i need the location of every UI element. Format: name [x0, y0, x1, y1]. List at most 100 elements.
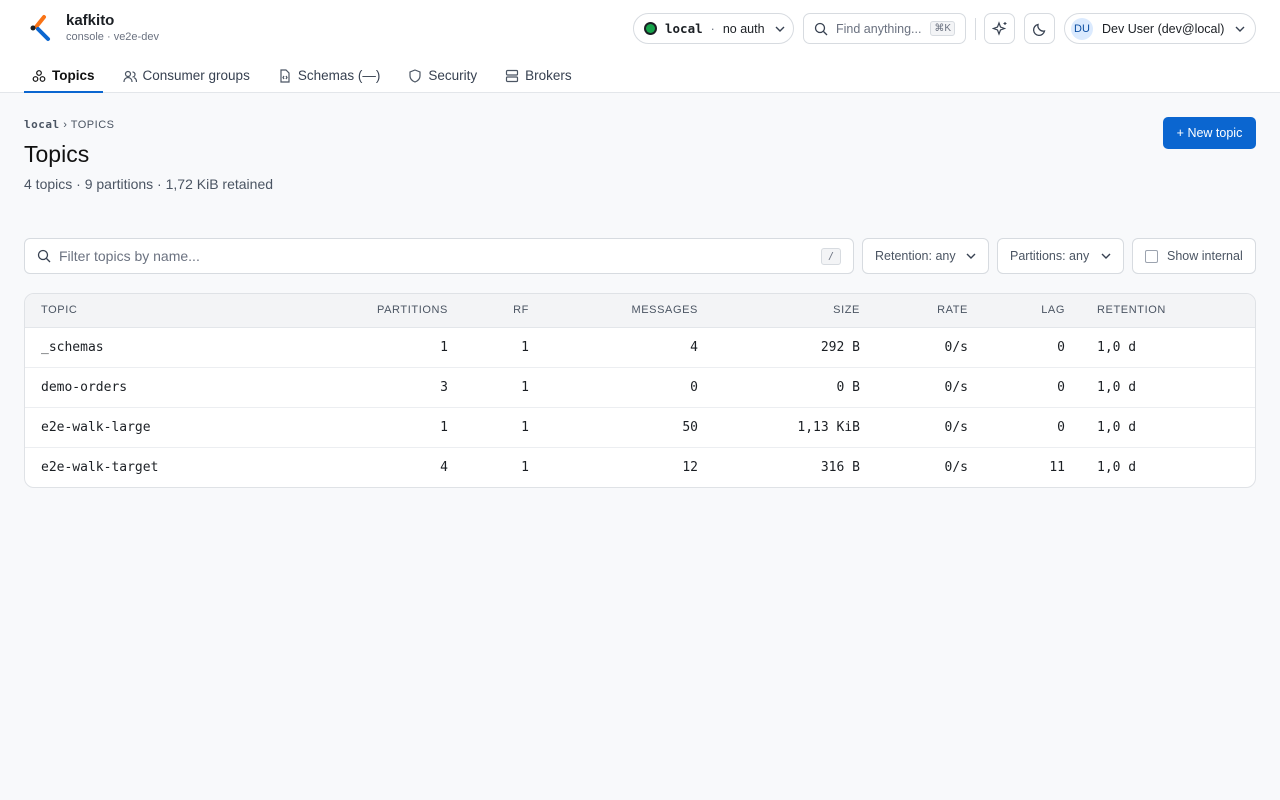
- user-menu[interactable]: DU Dev User (dev@local): [1064, 13, 1256, 44]
- cell: 0/s: [876, 446, 984, 487]
- topic-filter[interactable]: Filter topics by name... /: [24, 238, 854, 274]
- tab-icon: [506, 69, 519, 82]
- partitions-label: Partitions: any: [1010, 249, 1090, 263]
- search-icon: [814, 22, 828, 35]
- column-header: TOPIC: [25, 294, 301, 328]
- page-summary: 4 topics · 9 partitions · 1,72 KiB retai…: [24, 176, 274, 192]
- retention-label: Retention: any: [875, 249, 956, 263]
- cell: e2e-walk-target: [25, 446, 301, 487]
- cell: 1,0 d: [1097, 339, 1137, 355]
- page-title: Topics: [24, 141, 90, 167]
- tab-label: Topics: [52, 68, 95, 83]
- breadcrumb-cluster[interactable]: local: [24, 118, 60, 131]
- cell: 292 B: [820, 339, 860, 355]
- cell: 1: [301, 406, 464, 447]
- cell: 1,0 d: [1081, 446, 1255, 487]
- separator: ·: [710, 21, 715, 36]
- cell: 1,0 d: [1081, 406, 1255, 447]
- sparkle-icon: [991, 20, 1006, 36]
- tab-label: Brokers: [525, 68, 572, 83]
- brand-subtitle: console · ve2e-dev: [66, 31, 159, 43]
- partitions-filter[interactable]: Partitions: any: [997, 238, 1124, 274]
- column-header: RETENTION: [1081, 294, 1255, 328]
- retention-filter[interactable]: Retention: any: [862, 238, 989, 274]
- tab-label: Security: [428, 68, 478, 83]
- theme-toggle[interactable]: [1024, 13, 1055, 44]
- cluster-selector[interactable]: local · no auth: [633, 13, 794, 44]
- cell: 1: [464, 446, 545, 487]
- topic-row[interactable]: _schemas 1 1 4 292 B 0/s 0 1,0 d: [25, 327, 1255, 367]
- column-header: RATE: [876, 294, 984, 328]
- chevron: [1101, 253, 1111, 259]
- filter-shortcut: /: [820, 247, 841, 265]
- column-header: PARTITIONS: [301, 294, 464, 328]
- topic-row[interactable]: e2e-walk-large 1 1 50 1,13 KiB 0/s 0 1,0 d: [25, 406, 1255, 447]
- nav-tab[interactable]: Topics: [24, 60, 103, 93]
- cell: 0/s: [876, 406, 984, 447]
- cell: 4: [301, 446, 464, 487]
- nav-tab[interactable]: Schemas (—): [270, 60, 389, 93]
- user-name: Dev User (dev@local): [1102, 21, 1225, 36]
- cell: 0/s: [944, 339, 968, 355]
- cell: 1,0 d: [1081, 366, 1255, 407]
- cell: 11: [984, 446, 1081, 487]
- column-header: LAG: [984, 294, 1081, 328]
- cluster-name: local: [665, 21, 703, 36]
- assistant-button[interactable]: [984, 13, 1015, 44]
- table: TOPIC PARTITIONS RF MESSAGES SIZE RATE LAG RETE…: [25, 294, 1255, 487]
- chevron: [1235, 26, 1245, 32]
- checkbox[interactable]: [1145, 249, 1158, 263]
- cell: 4: [690, 339, 698, 355]
- cell: 3: [301, 366, 464, 407]
- main-nav: Topics Consumer groups Schemas (—) Security…: [24, 60, 592, 93]
- cell: e2e-walk-large: [25, 406, 301, 447]
- column-header: RF: [464, 294, 545, 328]
- filter-placeholder: Filter topics by name...: [59, 248, 200, 264]
- breadcrumb-section: TOPICS: [70, 119, 115, 131]
- topic-row[interactable]: e2e-walk-target 4 1 12 316 B 0/s 11 1,0 d: [25, 446, 1255, 487]
- cell: 50: [545, 406, 714, 447]
- tab-label: Consumer groups: [142, 68, 250, 83]
- divider: [975, 18, 976, 40]
- nav-tab[interactable]: Consumer groups: [115, 60, 258, 93]
- nav-tab[interactable]: Security: [400, 60, 485, 93]
- new-topic-button[interactable]: + New topic: [1163, 117, 1256, 149]
- status-dot: [646, 24, 655, 33]
- cell: 0/s: [876, 366, 984, 407]
- chevron: [775, 26, 785, 32]
- search-shortcut: ⌘K: [930, 21, 955, 36]
- cell: 1: [440, 339, 448, 355]
- cell: 0: [1057, 339, 1065, 355]
- tab-icon: [280, 68, 290, 83]
- cell: 316 B: [714, 446, 876, 487]
- column-header: MESSAGES: [545, 294, 714, 328]
- cell: 0: [984, 406, 1081, 447]
- breadcrumb-separator: ›: [63, 119, 68, 131]
- cell: 1: [464, 406, 545, 447]
- top-bar: kafkito console · ve2e-dev local · no au…: [0, 0, 1280, 93]
- cell: 1: [521, 339, 529, 355]
- auth-mode: no auth: [722, 21, 765, 36]
- moon-icon: [1032, 23, 1045, 36]
- cell: demo-orders: [25, 366, 301, 407]
- logo: [30, 15, 50, 41]
- tab-icon: [32, 69, 46, 82]
- cell: 0: [984, 366, 1081, 407]
- cell: _schemas: [41, 339, 104, 355]
- show-internal-toggle[interactable]: Show internal: [1132, 238, 1256, 274]
- nav-tab[interactable]: Brokers: [497, 60, 580, 93]
- search-icon: [37, 249, 51, 263]
- breadcrumb: local › TOPICS: [24, 118, 114, 131]
- column-header: SIZE: [714, 294, 876, 328]
- tab-label: Schemas (—): [297, 68, 381, 83]
- search-placeholder: Find anything...: [836, 21, 922, 36]
- user-avatar: DU: [1071, 17, 1093, 40]
- cell: 0 B: [714, 366, 876, 407]
- tab-icon: [409, 68, 421, 83]
- header-row: TOPIC PARTITIONS RF MESSAGES SIZE RATE LAG RETE…: [25, 294, 1255, 328]
- cell: 1,13 KiB: [714, 406, 876, 447]
- global-search[interactable]: Find anything... ⌘K: [803, 13, 966, 44]
- topic-row[interactable]: demo-orders 3 1 0 0 B 0/s 0 1,0 d: [25, 366, 1255, 407]
